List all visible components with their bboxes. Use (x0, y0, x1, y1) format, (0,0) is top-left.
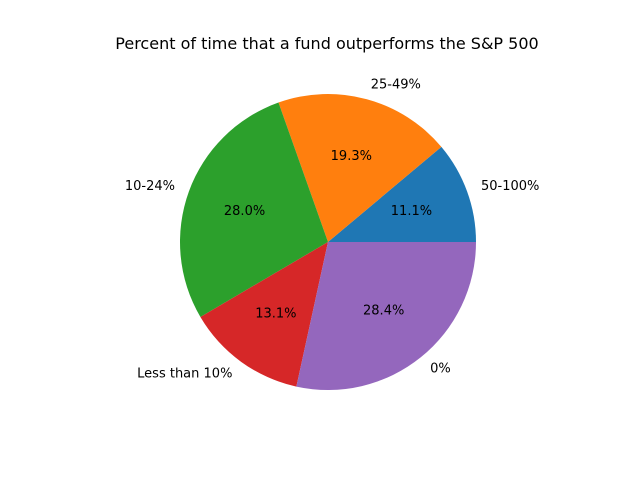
pie-slice-1 (278, 94, 442, 243)
pie-slice-4 (296, 242, 476, 390)
slice-percent-2: 28.0% (224, 204, 265, 219)
slice-label-0: 50-100% (481, 179, 539, 194)
slice-percent-1: 19.3% (331, 149, 372, 164)
chart-title: Percent of time that a fund outperforms … (115, 34, 538, 53)
pie-slice-3 (200, 242, 328, 387)
slice-label-2: 10-24% (125, 179, 175, 194)
pie-slice-0 (328, 146, 476, 242)
slice-label-4: 0% (430, 361, 451, 376)
slice-percent-3: 13.1% (255, 306, 296, 321)
pie-slices (179, 94, 476, 390)
slice-percent-4: 28.4% (363, 304, 404, 319)
pie-slice-2 (179, 102, 328, 318)
pie-labels: 50-100% 11.1% 25-49% 19.3% 10-24% 28.0% Less t… (125, 77, 540, 381)
slice-percent-0: 11.1% (391, 204, 432, 219)
slice-label-3: Less than 10% (137, 366, 232, 381)
slice-label-1: 25-49% (371, 77, 421, 92)
